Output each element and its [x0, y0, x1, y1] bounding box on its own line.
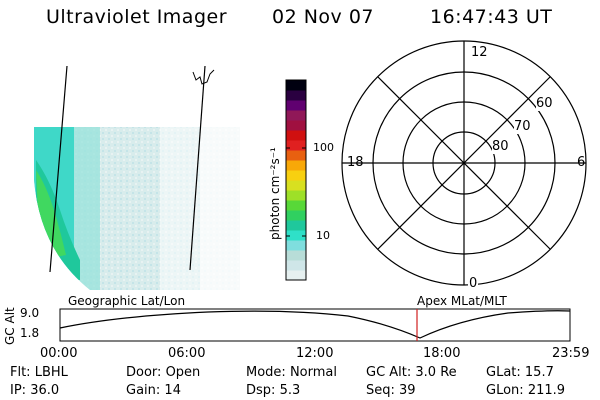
x-tick-1200: 12:00	[296, 346, 334, 361]
colorbar-tick-100: 100	[313, 141, 334, 154]
apex-label: Apex MLat/MLT	[417, 294, 507, 308]
colorbar-step	[286, 270, 306, 281]
info-glat: GLat: 15.7	[486, 365, 554, 380]
colorbar-step	[286, 210, 306, 221]
colorbar-gradient	[286, 80, 306, 281]
colorbar-step	[286, 250, 306, 261]
info-door: Door: Open	[126, 365, 201, 380]
colorbar-step	[286, 220, 306, 231]
info-glon: GLon: 211.9	[486, 383, 566, 398]
lon-line-left	[49, 65, 68, 273]
colorbar-step	[286, 80, 306, 91]
info-seq: Seq: 39	[366, 383, 416, 398]
colorbar-step	[286, 120, 306, 131]
colorbar-step	[286, 180, 306, 191]
colorbar	[285, 79, 307, 281]
polar-plot	[341, 40, 587, 286]
colorbar-step	[286, 200, 306, 211]
info-ip: IP: 36.0	[10, 383, 60, 398]
info-mode: Mode: Normal	[246, 365, 337, 380]
colorbar-step	[286, 150, 306, 161]
info-flt: Flt: LBHL	[10, 365, 68, 380]
colorbar-step	[286, 90, 306, 101]
info-dsp: Dsp: 5.3	[246, 383, 301, 398]
colorbar-step	[286, 160, 306, 171]
colorbar-step	[286, 140, 306, 151]
aurora-image-panel	[34, 65, 240, 290]
colorbar-frame	[285, 79, 307, 281]
info-gc-alt: GC Alt: 3.0 Re	[366, 365, 457, 380]
x-tick-0600: 06:00	[168, 346, 206, 361]
colorbar-step	[286, 230, 306, 241]
polar-label-lat-80: 80	[492, 139, 509, 154]
polar-label-18: 18	[347, 155, 364, 170]
x-tick-1800: 18:00	[423, 346, 461, 361]
colorbar-tick-10: 10	[316, 229, 330, 242]
timeline-frame	[59, 308, 571, 342]
polar-label-0: 0	[468, 276, 479, 291]
info-gain: Gain: 14	[126, 383, 181, 398]
date-label: 02 Nov 07	[272, 6, 375, 28]
x-tick-0000: 00:00	[40, 346, 78, 361]
polar-label-lat-60: 60	[536, 96, 553, 111]
geographic-label: Geographic Lat/Lon	[68, 294, 186, 308]
instrument-title: Ultraviolet Imager	[46, 6, 228, 28]
colorbar-step	[286, 110, 306, 121]
time-label: 16:47:43 UT	[430, 6, 553, 28]
aurora-emission	[34, 127, 240, 290]
x-tick-2359: 23:59	[552, 346, 590, 361]
gc-alt-axis-label: GC Alt	[3, 307, 17, 345]
colorbar-step	[286, 190, 306, 201]
polar-label-6: 6	[577, 155, 586, 170]
polar-label-12: 12	[470, 45, 489, 60]
orbit-altitude-plot	[59, 308, 571, 342]
polar-diagonal-2	[377, 76, 551, 250]
y-tick-9: 9.0	[20, 306, 40, 320]
colorbar-step	[286, 260, 306, 271]
colorbar-units-label: photon cm⁻²s⁻¹	[268, 147, 282, 240]
polar-label-lat-70: 70	[514, 119, 531, 134]
colorbar-step	[286, 130, 306, 141]
coastline-outline	[192, 69, 215, 85]
colorbar-step	[286, 100, 306, 111]
altitude-curve	[59, 310, 571, 339]
colorbar-step	[286, 170, 306, 181]
colorbar-step	[286, 240, 306, 251]
y-tick-1-8: 1.8	[20, 326, 40, 340]
lon-line-right	[189, 65, 206, 271]
